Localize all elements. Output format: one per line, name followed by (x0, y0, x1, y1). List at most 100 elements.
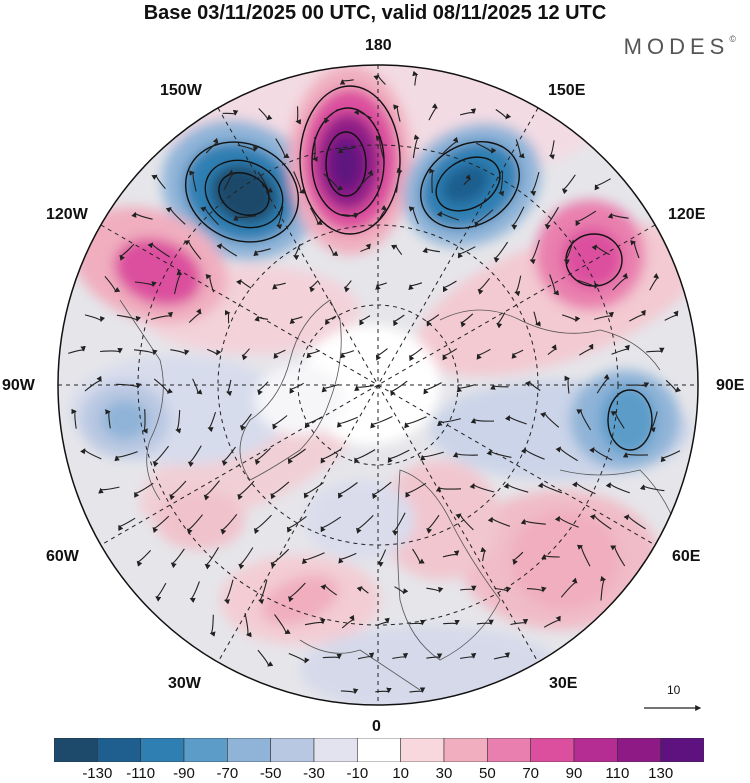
wind-arrow (576, 544, 591, 567)
wind-arrow (338, 146, 356, 154)
colorbar-tick-label: -30 (303, 765, 325, 782)
wind-arrow (200, 206, 219, 226)
wind-arrow (564, 375, 571, 394)
wind-arrow (287, 448, 306, 465)
wind-arrow (170, 349, 190, 356)
wind-arrow (496, 312, 506, 329)
wind-arrow (646, 347, 665, 354)
wind-arrow (152, 445, 170, 467)
wind-arrow (594, 311, 614, 320)
wind-arrow (216, 243, 238, 257)
wind-arrow (576, 279, 600, 289)
wind-arrow (340, 688, 359, 695)
wind-arrow (442, 550, 460, 558)
colorbar-tick-label: 10 (392, 765, 409, 782)
wind-arrow (394, 586, 409, 595)
lon-label-30w: 30W (168, 675, 201, 692)
wind-arrow (320, 584, 338, 596)
wind-arrow (339, 79, 354, 85)
wind-arrow (340, 350, 355, 359)
wind-arrow (206, 348, 222, 356)
wind-arrow (664, 310, 679, 321)
wind-arrow (391, 512, 406, 536)
wind-arrow (239, 413, 252, 432)
wind-arrow (152, 515, 170, 534)
colorbar-tick-label: 30 (435, 765, 453, 782)
wind-arrow (561, 174, 576, 195)
wind-arrow (452, 451, 478, 458)
wind-arrow (341, 614, 355, 629)
wind-arrow (293, 171, 306, 194)
lon-label-60w: 60W (46, 548, 79, 565)
wind-arrow (357, 652, 375, 660)
wind-arrow (495, 109, 512, 120)
colorbar-swatch (313, 738, 358, 762)
colorbar-tick-label: 130 (648, 765, 674, 782)
colorbar-swatch (573, 738, 618, 762)
lon-label-60e: 60E (672, 548, 701, 565)
wind-arrow (226, 379, 233, 397)
wind-arrow (487, 516, 511, 527)
wind-arrow (150, 311, 173, 320)
wind-arrow (302, 552, 325, 565)
wind-arrow (504, 415, 527, 425)
wind-arrow (207, 411, 217, 433)
wind-arrow (579, 343, 594, 356)
wind-vectors (68, 70, 682, 695)
wind-arrow (353, 109, 372, 119)
wind-arrow (455, 513, 474, 531)
lon-label-120e: 120E (668, 206, 706, 223)
colorbar-tick-label: -70 (216, 765, 239, 782)
wind-arrow (423, 382, 442, 395)
anomaly-field (70, 65, 698, 705)
wind-arrow (320, 449, 341, 464)
wind-arrow (375, 282, 387, 290)
wind-arrow (253, 248, 271, 257)
wind-arrow (183, 240, 202, 260)
wind-arrow (387, 449, 410, 464)
wind-arrow (476, 142, 497, 154)
colorbar-tick-label: 70 (522, 765, 539, 782)
wind-arrow (560, 577, 578, 598)
wind-arrow (611, 344, 630, 355)
wind-arrow (493, 652, 510, 660)
map-border (57, 64, 699, 706)
wind-arrow (409, 347, 423, 362)
wind-arrow (257, 381, 269, 396)
wind-arrow (337, 482, 358, 499)
wind-arrow (591, 244, 610, 256)
wind-arrow (511, 349, 524, 359)
colorbar-swatch (617, 738, 661, 762)
colorbar-tick-label: -90 (173, 765, 195, 782)
wind-arrow (354, 385, 374, 391)
colorbar-tick-label: -10 (346, 765, 369, 782)
wind-arrow (188, 308, 202, 323)
wind-arrow (328, 244, 339, 256)
wind-arrow (498, 171, 505, 197)
wind-arrow (222, 110, 239, 116)
wind-arrow (323, 173, 344, 191)
wind-arrow (594, 178, 611, 191)
wind-arrow (359, 315, 371, 326)
wind-arrow (372, 481, 392, 500)
wind-arrow (187, 445, 202, 468)
wind-arrow (338, 552, 357, 564)
wind-arrow (456, 383, 476, 393)
wind-arrow (412, 70, 419, 86)
wind-arrow (287, 582, 306, 603)
wind-arrow (131, 211, 153, 220)
wind-arrow (220, 513, 238, 535)
wind-arrow (322, 653, 342, 660)
wind-arrow (354, 449, 376, 464)
wind-arrow (155, 582, 167, 602)
wind-arrow (426, 653, 443, 659)
wind-arrow (660, 450, 681, 463)
colorbar-swatch (54, 738, 98, 762)
wind-arrow (463, 174, 471, 186)
wind-arrow (391, 244, 403, 256)
wind-arrow (436, 210, 460, 221)
wind-arrow (548, 140, 555, 160)
wind-arrow (237, 480, 255, 501)
wind-arrow (576, 409, 592, 431)
